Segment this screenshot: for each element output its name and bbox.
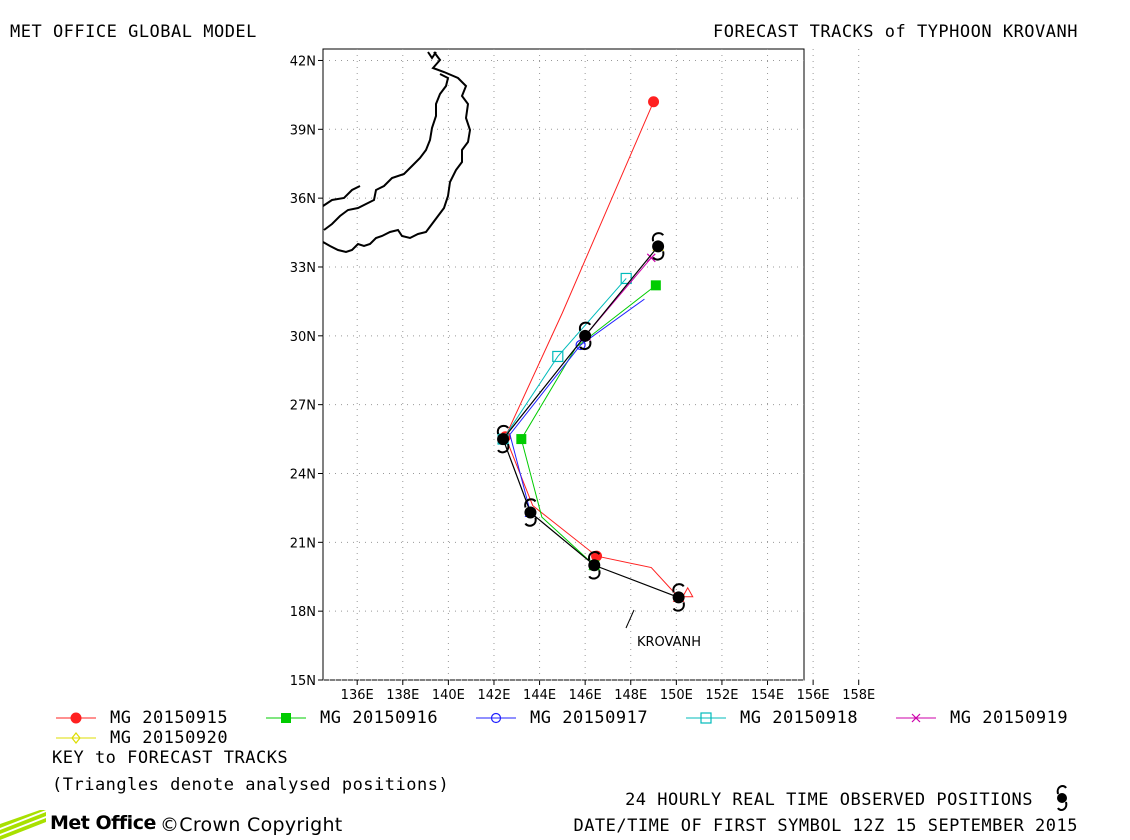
model-title: MET OFFICE GLOBAL MODEL — [10, 22, 257, 42]
forecast-track-line — [502, 278, 627, 440]
storm-label: KROVANH — [637, 635, 701, 650]
legend-label-20150920: MG 20150920 — [110, 728, 229, 748]
legend-label-20150918: MG 20150918 — [740, 708, 859, 728]
lat-tick-label: 36N — [290, 192, 316, 207]
chart-title: FORECAST TRACKS of TYPHOON KROVANH — [713, 22, 1078, 42]
forecast-track-marker — [552, 350, 564, 363]
lat-tick-label: 18N — [290, 605, 316, 620]
lon-tick-label: 142E — [477, 688, 510, 703]
legend-marker — [490, 712, 502, 724]
legend-key-note: (Triangles denote analysed positions) — [52, 775, 450, 795]
typhoon-arm — [524, 498, 537, 508]
legend-marker — [281, 713, 291, 723]
observed-positions-caption: 24 HOURLY REAL TIME OBSERVED POSITIONS — [625, 790, 1033, 810]
analysed-position-triangle — [681, 586, 694, 598]
lon-tick-label: 158E — [842, 688, 875, 703]
typhoon-position-icon — [578, 321, 592, 351]
lon-tick-label: 156E — [797, 688, 830, 703]
typhoon-arm — [496, 424, 509, 435]
typhoon-position-icon — [496, 424, 510, 454]
forecast-track-line — [504, 101, 679, 598]
lat-tick-label: 21N — [290, 536, 316, 551]
legend-label-20150915: MG 20150915 — [110, 708, 229, 728]
lat-tick-label: 27N — [290, 399, 316, 414]
copyright-notice: ©Crown Copyright — [160, 814, 343, 836]
typhoon-arm — [588, 551, 601, 561]
legend-markers — [56, 712, 936, 744]
lat-tick-label: 39N — [290, 123, 316, 138]
lat-tick-label: 15N — [290, 674, 316, 689]
lon-tick-label: 154E — [751, 688, 784, 703]
forecast-tracks — [497, 96, 694, 603]
typhoon-position-icon — [588, 551, 601, 580]
legend-marker — [911, 713, 921, 723]
forecast-track-line — [509, 298, 645, 513]
typhoon-arm — [672, 583, 685, 593]
typhoon-arm — [578, 321, 592, 332]
typhoon-eye — [672, 591, 685, 604]
forecast-track-line — [520, 284, 657, 566]
legend-marker — [71, 732, 81, 744]
storm-label-pointer — [625, 609, 635, 629]
forecast-track-marker — [648, 96, 660, 108]
lat-tick-label: 42N — [290, 54, 316, 69]
typhoon-arm — [651, 232, 664, 242]
lon-tick-label: 136E — [341, 688, 374, 703]
lat-tick-label: 24N — [290, 467, 316, 482]
gridlines — [318, 49, 860, 685]
legend-marker — [700, 712, 712, 724]
forecast-track-marker — [516, 434, 527, 445]
typhoon-arm — [588, 570, 601, 580]
lon-tick-label: 140E — [432, 688, 465, 703]
lon-tick-label: 152E — [705, 688, 738, 703]
observed-track-line — [502, 245, 679, 598]
typhoon-arm — [497, 443, 510, 454]
typhoon-arm — [579, 340, 592, 351]
lon-tick-label: 150E — [660, 688, 693, 703]
typhoon-eye — [579, 329, 592, 342]
forecast-track-marker — [650, 280, 661, 291]
typhoon-position-icon — [672, 583, 685, 612]
legend-label-20150916: MG 20150916 — [320, 708, 439, 728]
typhoon-position-icon — [524, 498, 537, 527]
lon-tick-label: 148E — [614, 688, 647, 703]
coastline-japan — [322, 51, 472, 254]
typhoon-eye — [588, 559, 601, 572]
typhoon-symbol-icon — [1056, 785, 1068, 811]
forecast-track-marker — [575, 339, 586, 351]
typhoon-arm — [652, 251, 665, 261]
lon-tick-label: 144E — [523, 688, 556, 703]
typhoon-position-icon — [651, 232, 665, 261]
lat-tick-label: 30N — [290, 330, 316, 345]
typhoon-eye — [497, 433, 510, 446]
met-office-logo-text: Met Office — [50, 812, 156, 834]
met-office-logo — [0, 810, 46, 840]
lon-tick-label: 146E — [569, 688, 602, 703]
legend-marker — [70, 712, 82, 724]
axis-tick-labels: 136E 138E 140E 142E 144E 146E 148E 150E 152E 154E… — [290, 54, 876, 703]
forecast-track-marker — [646, 253, 656, 263]
legend-key-title: KEY to FORECAST TRACKS — [52, 748, 289, 768]
observed-positions — [496, 232, 685, 612]
legend-label-20150919: MG 20150919 — [950, 708, 1069, 728]
lon-tick-label: 138E — [386, 688, 419, 703]
legend-label-20150917: MG 20150917 — [530, 708, 649, 728]
typhoon-arm — [672, 602, 685, 612]
lat-tick-label: 33N — [290, 261, 316, 276]
plot-frame — [322, 48, 805, 681]
typhoon-eye — [524, 506, 537, 519]
first-symbol-date: DATE/TIME OF FIRST SYMBOL 12Z 15 SEPTEMB… — [573, 816, 1078, 836]
typhoon-arm — [524, 517, 537, 527]
typhoon-eye — [652, 240, 665, 253]
